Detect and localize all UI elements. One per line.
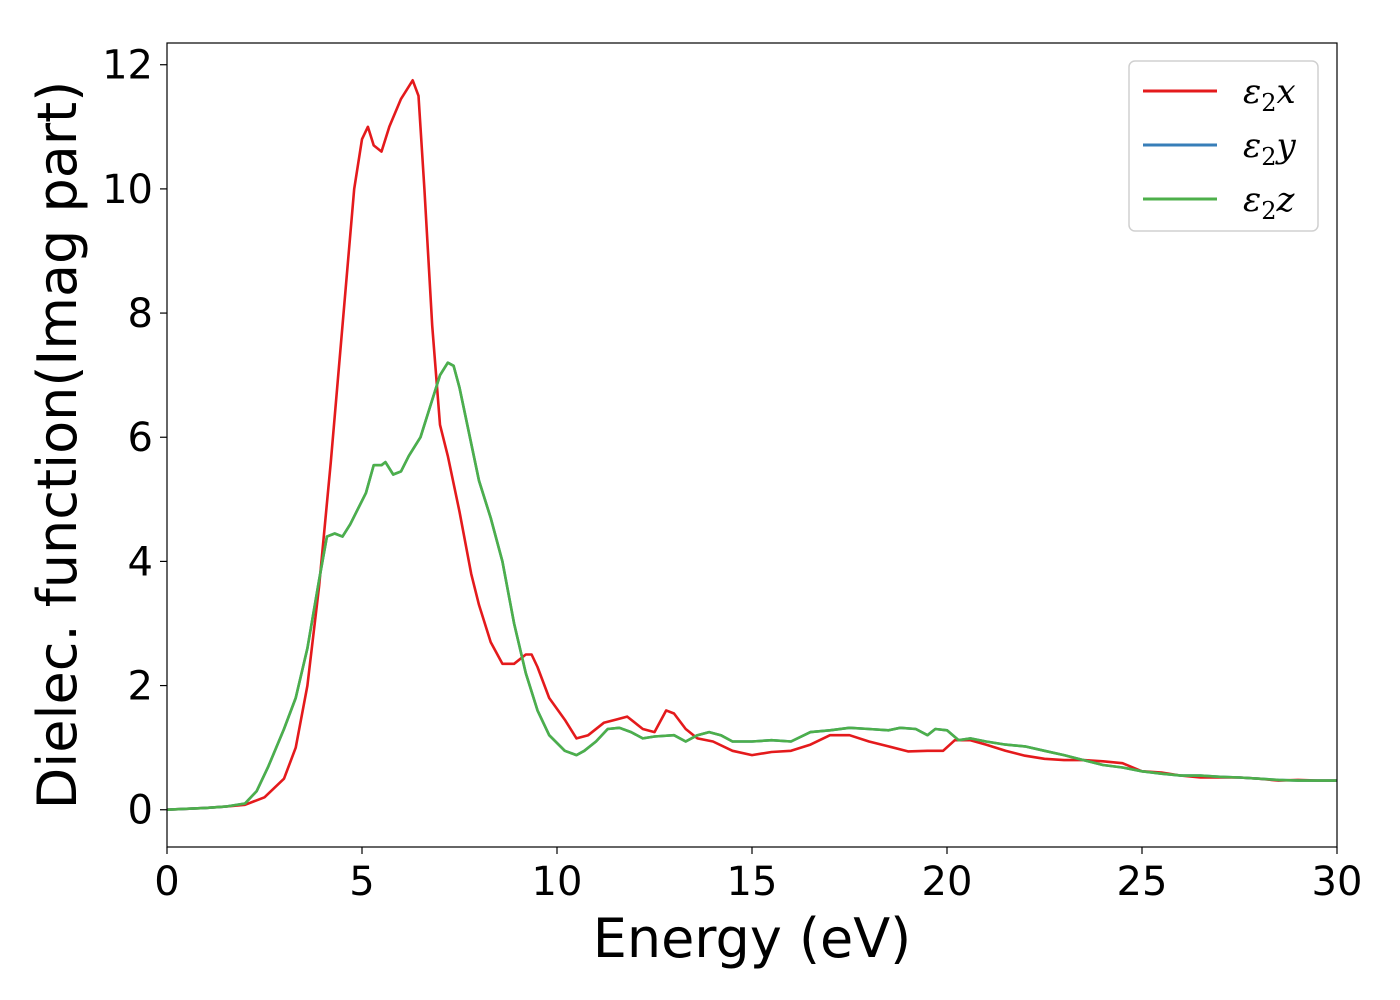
x-tick-label: 20 [922,859,973,905]
x-tick-label: 10 [532,859,583,905]
y-tick-label: 6 [128,415,153,461]
y-tick-label: 2 [128,664,153,710]
y-tick-label: 4 [128,539,153,585]
legend-label: ε2z [1243,180,1296,225]
legend: ε2x ε2y ε2z [1128,60,1319,232]
y-tick-label: 12 [102,43,153,89]
y-tick-label: 0 [128,788,153,834]
x-tick-label: 5 [349,859,374,905]
legend-box [1128,60,1319,232]
x-axis-title: Energy (eV) [593,907,912,970]
series-layer [166,79,1337,811]
x-axis-ticks: 0 5 10 15 20 25 30 [154,847,1362,905]
x-tick-label: 25 [1117,859,1168,905]
legend-label: ε2y [1243,126,1297,171]
x-tick-label: 30 [1312,859,1363,905]
x-tick-label: 0 [154,859,179,905]
legend-label: ε2x [1243,72,1296,117]
y-tick-label: 10 [102,167,153,213]
y-tick-label: 8 [128,291,153,337]
series-line-1 [166,79,1337,811]
y-axis-title: Dielec. function(Imag part) [26,81,89,810]
series-line-3 [166,361,1337,811]
x-tick-label: 15 [727,859,778,905]
y-axis-ticks: 0 2 4 6 8 10 12 [102,43,167,834]
